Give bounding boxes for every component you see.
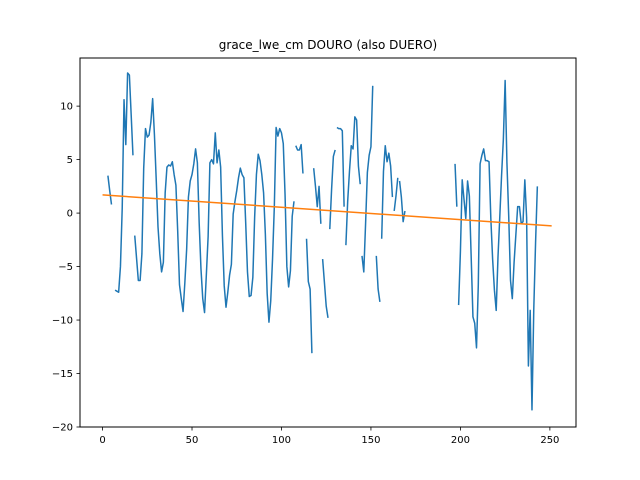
series-line-segment-1 — [114, 72, 134, 293]
y-tick-label: −5 — [58, 262, 73, 273]
series-line-segment-2 — [134, 97, 295, 323]
series-line-segment-16 — [457, 79, 539, 411]
series-line-segment-0 — [107, 175, 113, 205]
chart-title: grace_lwe_cm DOURO (also DUERO) — [219, 38, 437, 52]
y-tick-label: 5 — [67, 155, 73, 166]
series-line-segment-9 — [345, 116, 361, 246]
series-line-segment-12 — [380, 144, 394, 239]
x-axis: 0 50 100 150 200 250 — [99, 427, 559, 446]
x-tick-label: 0 — [99, 435, 105, 446]
x-tick-label: 150 — [361, 435, 380, 446]
y-tick-label: −10 — [52, 316, 73, 327]
series-line-segment-4 — [305, 238, 313, 354]
x-tick-label: 50 — [186, 435, 199, 446]
x-tick-label: 250 — [540, 435, 559, 446]
y-tick-label: 10 — [60, 102, 73, 113]
series-line-segment-13 — [393, 177, 399, 212]
y-tick-label: 0 — [67, 209, 73, 220]
series-line-segment-11 — [375, 255, 381, 302]
series-line-segment-5 — [312, 168, 322, 224]
series-line-segment-8 — [336, 126, 345, 207]
y-tick-label: −15 — [52, 369, 73, 380]
series-line-segment-7 — [329, 149, 336, 230]
x-tick-label: 200 — [451, 435, 470, 446]
y-axis: −20 −15 −10 −5 0 5 10 — [52, 102, 80, 434]
trend-line-0 — [102, 194, 552, 227]
series-line-segment-6 — [321, 259, 329, 319]
series-line-segment-3 — [295, 143, 304, 174]
series-line-segment-15 — [454, 163, 458, 207]
x-tick-label: 100 — [272, 435, 291, 446]
y-tick-label: −20 — [52, 423, 73, 434]
series-line-segment-10 — [361, 85, 374, 273]
plot-lines — [102, 72, 552, 411]
plot-area-frame — [79, 57, 577, 428]
